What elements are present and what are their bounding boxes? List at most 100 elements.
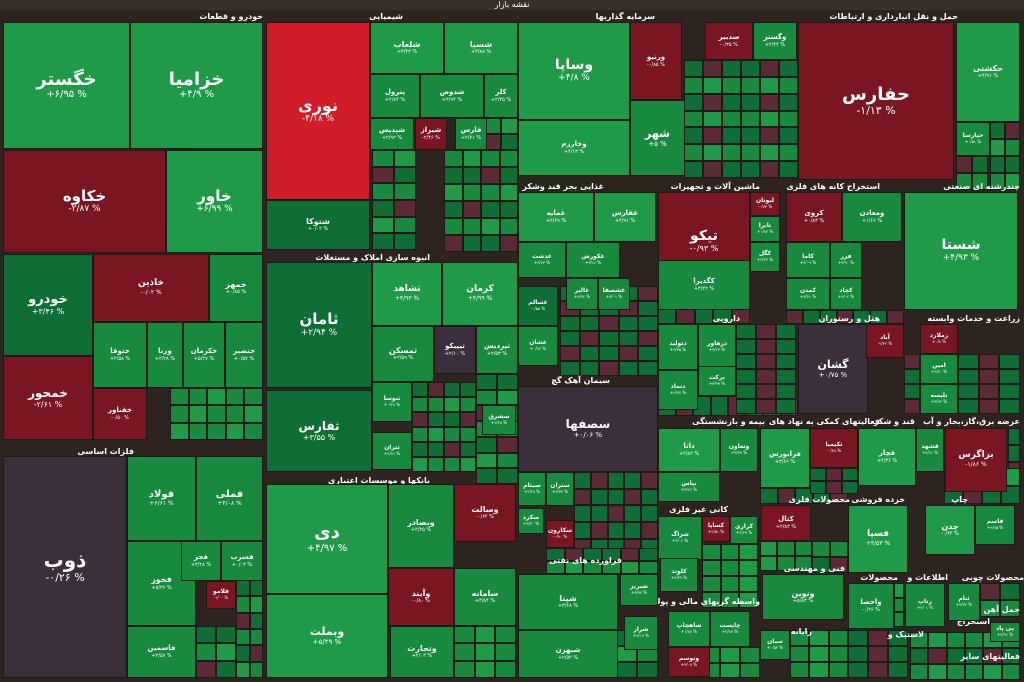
treemap-cell[interactable]	[810, 481, 826, 494]
treemap-cell[interactable]	[394, 150, 416, 167]
treemap-cell[interactable]	[779, 76, 798, 94]
stock-tile[interactable]: ستران +۳/۷۲ %	[546, 472, 574, 506]
stock-tile[interactable]: سکارون -۰/۹۰ %	[546, 520, 574, 548]
treemap-cell[interactable]	[722, 60, 741, 77]
treemap-cell[interactable]	[736, 369, 756, 384]
treemap-cell[interactable]	[372, 150, 394, 167]
treemap-cell[interactable]	[579, 316, 600, 331]
treemap-cell[interactable]	[684, 161, 703, 178]
stock-tile[interactable]: حکشتی +۴/۹۱ %	[956, 22, 1020, 122]
treemap-cell[interactable]	[739, 560, 758, 576]
treemap-cell[interactable]	[244, 422, 263, 440]
treemap-cell[interactable]	[590, 488, 608, 506]
stock-tile[interactable]: وگستر +۴/۴۴ %	[753, 22, 797, 60]
treemap-cell[interactable]	[624, 522, 642, 539]
treemap-cell[interactable]	[607, 522, 625, 539]
stock-tile[interactable]: شبهرن +۲/۵۴ %	[518, 630, 618, 678]
treemap-cell[interactable]	[776, 369, 796, 384]
treemap-cell[interactable]	[460, 412, 476, 427]
treemap-cell[interactable]	[481, 201, 500, 218]
stock-tile[interactable]: خمهر +۰/۸۵ %	[209, 254, 263, 322]
treemap-cell[interactable]	[207, 422, 226, 440]
treemap-cell[interactable]	[684, 76, 703, 94]
treemap-cell[interactable]	[779, 110, 798, 128]
treemap-cell[interactable]	[1005, 139, 1020, 156]
treemap-cell[interactable]	[794, 556, 812, 571]
treemap-cell[interactable]	[999, 384, 1020, 399]
treemap-cell[interactable]	[741, 60, 760, 77]
treemap-cell[interactable]	[249, 612, 263, 629]
treemap-cell[interactable]	[624, 505, 642, 522]
treemap-cell[interactable]	[999, 399, 1020, 414]
treemap-cell[interactable]	[454, 643, 475, 661]
stock-tile[interactable]: کمدن +۲/۷۱ %	[786, 278, 830, 310]
treemap-cell[interactable]	[444, 235, 463, 252]
treemap-cell[interactable]	[602, 561, 621, 574]
stock-tile[interactable]: سکرد +۳/۳۰ %	[518, 508, 544, 534]
stock-tile[interactable]: قچار +۴/۳۶ %	[858, 428, 916, 486]
treemap-cell[interactable]	[225, 388, 245, 406]
treemap-cell[interactable]	[904, 369, 920, 384]
treemap-cell[interactable]	[481, 150, 500, 167]
treemap-cell[interactable]	[720, 560, 740, 576]
treemap-cell[interactable]	[978, 369, 1000, 384]
treemap-cell[interactable]	[574, 505, 591, 522]
treemap-cell[interactable]	[236, 661, 250, 678]
treemap-cell[interactable]	[641, 488, 658, 506]
treemap-cell[interactable]	[196, 643, 216, 661]
treemap-cell[interactable]	[637, 662, 658, 678]
treemap-cell[interactable]	[684, 93, 703, 111]
treemap-cell[interactable]	[481, 235, 500, 252]
treemap-cell[interactable]	[980, 583, 1000, 600]
treemap-cell[interactable]	[684, 127, 703, 145]
treemap-cell[interactable]	[462, 184, 481, 201]
treemap-cell[interactable]	[779, 127, 798, 145]
stock-tile[interactable]: کساپا +۲/۵۱ %	[702, 516, 730, 542]
treemap-cell[interactable]	[703, 144, 722, 162]
treemap-cell[interactable]	[684, 144, 703, 162]
treemap-cell[interactable]	[249, 645, 263, 662]
stock-tile[interactable]: شاهچاپ +۱/۸۷ %	[668, 611, 710, 647]
treemap-cell[interactable]	[946, 632, 965, 648]
treemap-cell[interactable]	[638, 361, 658, 376]
treemap-cell[interactable]	[546, 548, 565, 561]
stock-tile[interactable]: غدشت +۲/۶۳ %	[518, 242, 566, 278]
treemap-cell[interactable]	[236, 645, 250, 662]
treemap-cell[interactable]	[972, 173, 988, 190]
stock-tile[interactable]: غشصفا +۳/۰۱ %	[598, 278, 630, 310]
stock-tile[interactable]: ثنام +۴/۷۴ %	[948, 583, 980, 621]
stock-tile[interactable]: وساپا +۴/۸ %	[518, 22, 630, 120]
treemap-cell[interactable]	[497, 374, 518, 390]
stock-tile[interactable]: فرابورس +۳/۶۶ %	[760, 428, 810, 488]
treemap-cell[interactable]	[579, 361, 600, 376]
treemap-cell[interactable]	[428, 442, 444, 457]
treemap-cell[interactable]	[736, 324, 756, 339]
treemap-cell[interactable]	[756, 399, 776, 414]
treemap-cell[interactable]	[499, 184, 518, 201]
treemap-cell[interactable]	[412, 442, 428, 457]
stock-tile[interactable]: قاسم +۴/۷۵ %	[975, 505, 1015, 545]
treemap-cell[interactable]	[497, 468, 518, 484]
stock-tile[interactable]: وبصادر +۴/۲۵ %	[388, 484, 454, 568]
stock-tile[interactable]: بپاس +۳/۶۶ %	[658, 472, 720, 502]
treemap-cell[interactable]	[999, 369, 1020, 384]
treemap-cell[interactable]	[741, 127, 760, 145]
stock-tile[interactable]: فلامو -۱/۰۰ %	[206, 581, 236, 609]
treemap-cell[interactable]	[848, 646, 868, 662]
treemap-cell[interactable]	[462, 218, 481, 235]
stock-tile[interactable]: قشهد +۲/۸۱ %	[916, 428, 944, 472]
treemap-cell[interactable]	[641, 472, 658, 489]
stock-tile[interactable]: غکورش +۳/۱۶ %	[566, 242, 620, 278]
treemap-cell[interactable]	[812, 557, 830, 573]
treemap-cell[interactable]	[756, 369, 776, 384]
stock-tile[interactable]: کروی +۰/۸۳ %	[786, 192, 842, 242]
treemap-cell[interactable]	[760, 76, 779, 94]
treemap-cell[interactable]	[481, 184, 500, 201]
treemap-cell[interactable]	[1005, 173, 1020, 190]
stock-tile[interactable]: خاور +۶/۹۹ %	[166, 150, 263, 253]
treemap-cell[interactable]	[444, 184, 463, 201]
stock-tile[interactable]: حپارسا +۰/۵۱ %	[956, 122, 990, 156]
stock-tile[interactable]: شپنا +۳/۶۸ %	[518, 574, 618, 630]
stock-tile[interactable]: شتوکا +۰/۰۲ %	[266, 200, 370, 250]
treemap-cell[interactable]	[740, 647, 760, 663]
